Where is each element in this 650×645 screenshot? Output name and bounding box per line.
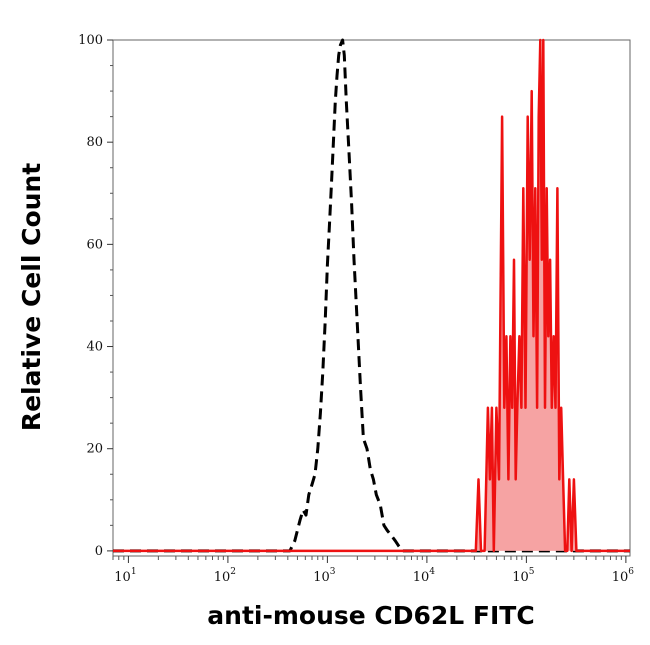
x-tick-label: 102: [214, 567, 236, 585]
x-tick-label: 103: [313, 567, 336, 585]
y-tick-label: 80: [86, 135, 103, 150]
plot-frame: [112, 39, 631, 557]
series-1-line: [113, 38, 630, 553]
x-axis-title: anti-mouse CD62L FITC: [207, 601, 534, 630]
axis-layer: 0 20 40 60 80 100 101 102 103 104 105 106: [78, 33, 634, 585]
series-layer: [113, 38, 630, 553]
y-tick-label: 60: [86, 237, 103, 252]
x-tick-label: 106: [612, 567, 635, 585]
series-2-line: [113, 38, 630, 553]
x-tick-label: 101: [114, 567, 136, 585]
series-2-fill: [113, 40, 630, 551]
x-tick-label: 104: [413, 567, 436, 585]
x-tick-label: 105: [512, 567, 535, 585]
plot-border: [112, 39, 631, 557]
y-tick-label: 0: [95, 544, 103, 559]
y-tick-label: 40: [86, 340, 103, 355]
y-tick-label: 100: [78, 33, 103, 48]
y-tick-label: 20: [86, 442, 103, 457]
y-axis-title: Relative Cell Count: [17, 163, 46, 431]
